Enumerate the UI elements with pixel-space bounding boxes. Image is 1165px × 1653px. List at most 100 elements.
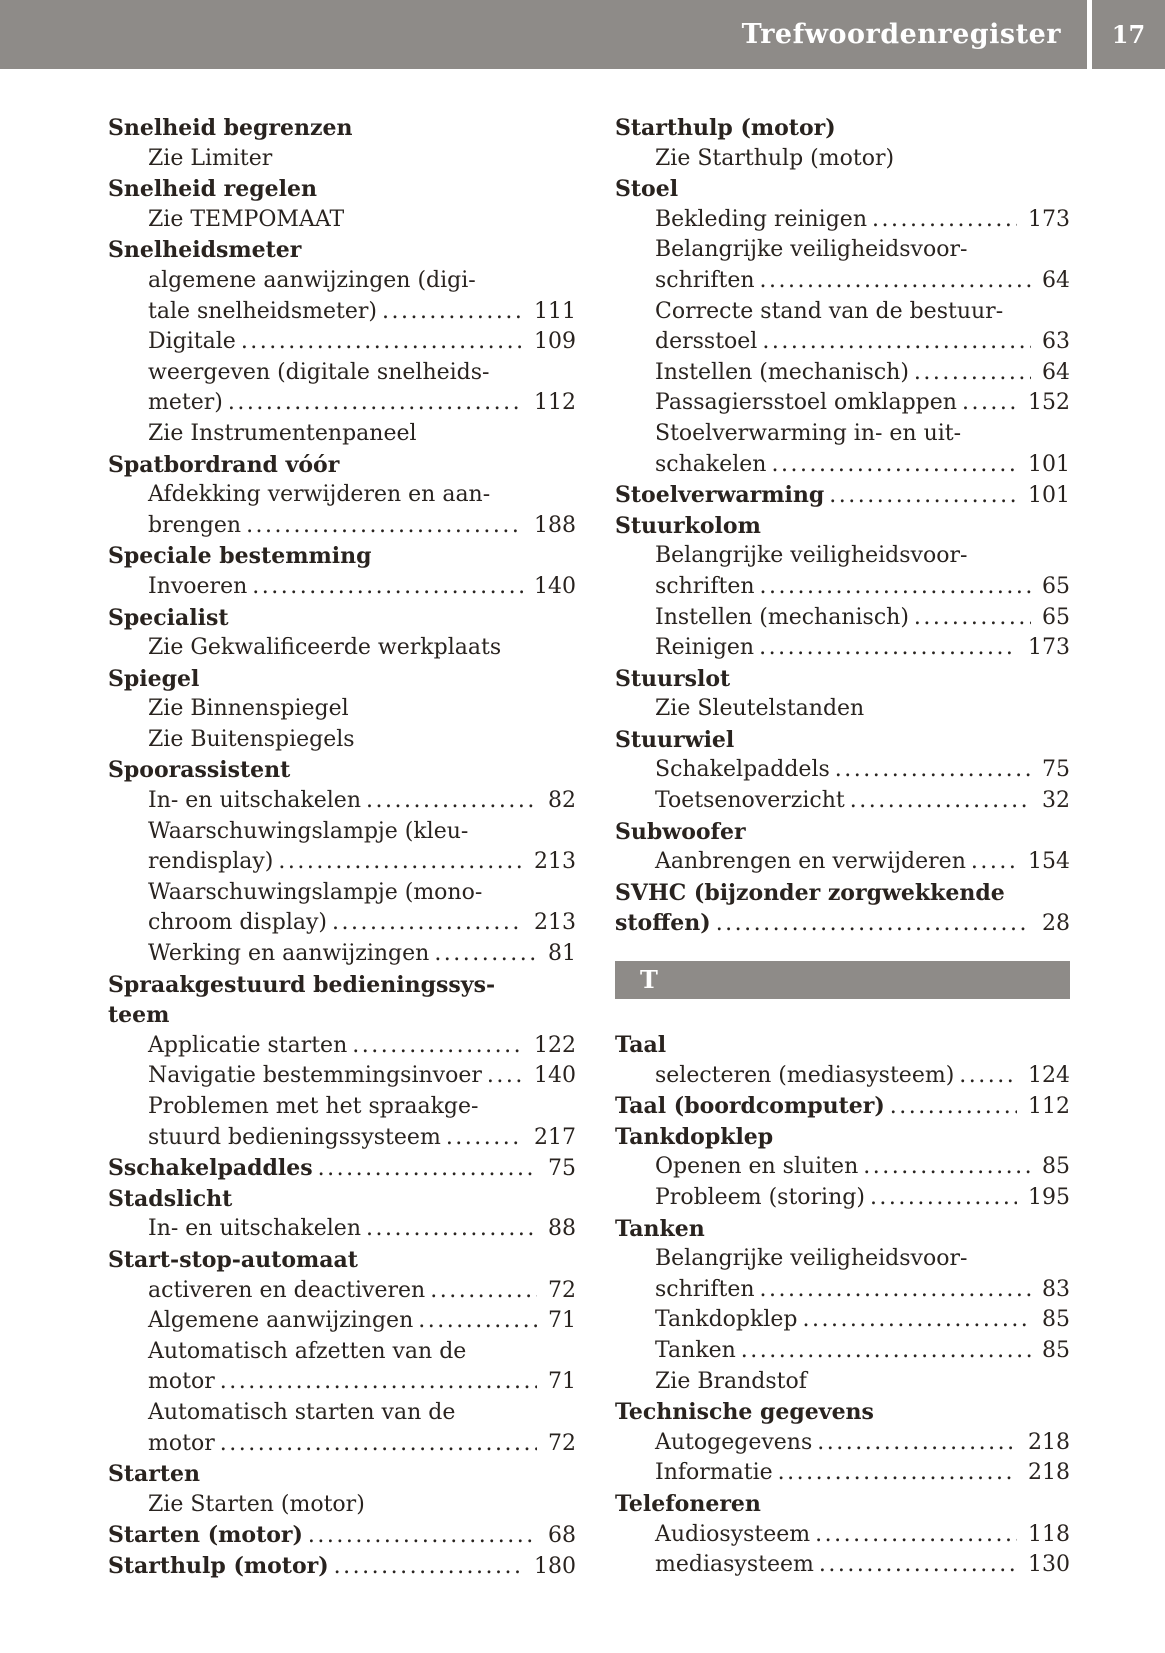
dot-leader — [773, 1458, 1017, 1489]
index-heading: Stadslicht — [108, 1184, 576, 1215]
entry-label: Zie Gekwalificeerde werkplaats — [148, 635, 502, 661]
entry-label: Audiosysteem — [655, 1521, 811, 1547]
index-entry: Automatisch afzetten van de — [108, 1337, 576, 1368]
entry-label: Tankdopklep — [615, 1123, 774, 1150]
dot-leader — [215, 1367, 537, 1398]
dot-leader — [425, 1276, 537, 1307]
index-entry: Afdekking verwijderen en aan- — [108, 480, 576, 511]
index-heading: Technische gegevens — [615, 1397, 1070, 1428]
entry-label: Stoel — [615, 176, 679, 203]
dot-leader — [966, 847, 1017, 878]
entry-label: Zie Starten (motor) — [148, 1491, 365, 1517]
entry-label: motor — [148, 1369, 215, 1395]
entry-label: Correcte stand van de bestuur- — [655, 298, 1004, 324]
index-heading: Speciale bestemming — [108, 541, 576, 572]
index-heading: Sschakelpaddles 75 — [108, 1153, 576, 1184]
entry-label: rendisplay) — [148, 849, 274, 875]
entry-page-number: 88 — [548, 1216, 576, 1242]
entry-label: SVHC (bijzonder zorgwekkende — [615, 879, 1005, 906]
dot-leader — [766, 450, 1017, 481]
entry-page-number: 213 — [534, 849, 576, 875]
index-heading: Stuurslot — [615, 664, 1070, 695]
dot-leader — [236, 327, 523, 358]
dot-leader — [909, 603, 1031, 634]
index-entry: In- en uitschakelen 82 — [108, 786, 576, 817]
entry-label: algemene aanwijzingen (digi- — [148, 267, 476, 293]
entry-page-number: 65 — [1042, 604, 1070, 630]
index-entry: selecteren (mediasysteem) 124 — [615, 1061, 1070, 1092]
entry-label: Problemen met het spraakge- — [148, 1094, 479, 1119]
entry-label: Taal (boordcomputer) — [615, 1093, 885, 1120]
entry-label: schakelen — [655, 451, 767, 477]
entry-label: schriften — [655, 1276, 755, 1302]
index-entry: meter) 112 — [108, 388, 576, 419]
entry-page-number: 83 — [1042, 1276, 1070, 1302]
index-entry: Instellen (mechanisch) 64 — [615, 358, 1070, 389]
index-entry: chroom display) 213 — [108, 908, 576, 939]
index-entry: Zie Buitenspiegels — [108, 725, 576, 756]
entry-label: Starthulp (motor) — [108, 1552, 329, 1579]
entry-label: Belangrijke veiligheidsvoor- — [655, 543, 968, 569]
entry-label: Belangrijke veiligheidsvoor- — [655, 237, 968, 263]
dot-leader — [329, 1552, 523, 1583]
dot-leader — [313, 1154, 537, 1185]
entry-label: Zie Sleutelstanden — [655, 696, 865, 722]
entry-label: stuurd bedieningssysteem — [148, 1124, 441, 1150]
index-entry: Belangrijke veiligheidsvoor- — [615, 541, 1070, 572]
dot-leader — [867, 205, 1017, 236]
entry-page-number: 130 — [1028, 1552, 1070, 1578]
entry-label: Telefoneren — [615, 1490, 761, 1517]
entry-page-number: 112 — [534, 390, 576, 416]
entry-label: Waarschuwingslampje (mono- — [148, 879, 483, 905]
dot-leader — [223, 388, 523, 419]
dot-leader — [754, 633, 1017, 664]
dot-leader — [327, 908, 523, 939]
entry-label: Navigatie bestemmingsinvoer — [148, 1063, 482, 1089]
index-entry: schriften 65 — [615, 572, 1070, 603]
page-number: 17 — [1111, 20, 1146, 49]
dot-leader — [755, 572, 1031, 603]
entry-label: Stoelverwarming — [615, 482, 825, 509]
index-entry: schriften 83 — [615, 1275, 1070, 1306]
entry-label: Sschakelpaddles — [108, 1155, 313, 1182]
entry-label: Stadslicht — [108, 1185, 233, 1212]
entry-label: In- en uitschakelen — [148, 788, 361, 814]
dot-leader — [757, 327, 1031, 358]
index-entry: Schakelpaddels 75 — [615, 755, 1070, 786]
index-entry: stuurd bedieningssysteem 217 — [108, 1123, 576, 1154]
dot-leader — [810, 1520, 1017, 1551]
dot-leader — [797, 1305, 1031, 1336]
index-heading: Stoelverwarming 101 — [615, 480, 1070, 511]
entry-page-number: 85 — [1042, 1337, 1070, 1363]
entry-label: Applicatie starten — [148, 1032, 348, 1058]
index-entry: schakelen 101 — [615, 450, 1070, 481]
dot-leader — [377, 297, 523, 328]
index-entry: Waarschuwingslampje (kleu- — [108, 817, 576, 848]
entry-label: chroom display) — [148, 910, 328, 936]
entry-page-number: 68 — [548, 1523, 576, 1549]
index-entry: Waarschuwingslampje (mono- — [108, 878, 576, 909]
entry-label: Stuurslot — [615, 665, 731, 692]
entry-page-number: 64 — [1042, 267, 1070, 293]
entry-page-number: 72 — [548, 1430, 576, 1456]
dot-leader — [361, 786, 537, 817]
dot-leader — [957, 388, 1017, 419]
index-entry: Probleem (storing) 195 — [615, 1183, 1070, 1214]
entry-page-number: 109 — [534, 329, 576, 355]
entry-page-number: 118 — [1028, 1521, 1070, 1547]
index-entry: Werking en aanwijzingen 81 — [108, 939, 576, 970]
index-entry: Zie TEMPOMAAT — [108, 205, 576, 236]
entry-page-number: 82 — [548, 788, 576, 814]
entry-label: meter) — [148, 390, 223, 416]
index-heading: Tanken — [615, 1214, 1070, 1245]
entry-label: Zie Instrumentenpaneel — [148, 420, 417, 446]
entry-label: Starten (motor) — [108, 1522, 303, 1549]
entry-label: Tanken — [615, 1215, 705, 1242]
entry-page-number: 65 — [1042, 573, 1070, 599]
index-heading: Starten (motor) 68 — [108, 1520, 576, 1551]
entry-label: Snelheidsmeter — [108, 237, 302, 264]
entry-label: activeren en deactiveren — [148, 1277, 426, 1303]
entry-label: Spraakgestuurd bedieningssys- — [108, 971, 496, 998]
entry-page-number: 140 — [534, 573, 576, 599]
entry-page-number: 75 — [548, 1156, 576, 1182]
